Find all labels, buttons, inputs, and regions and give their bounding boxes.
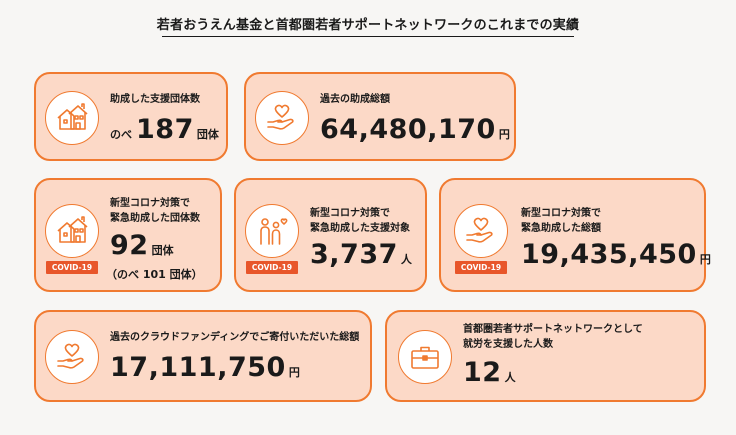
stat-value-row: 17,111,750 円 (110, 352, 300, 383)
hand-heart-icon (45, 330, 99, 384)
stat-sub-note: （のべ 101 団体） (106, 268, 203, 281)
covid-badge: COVID-19 (46, 261, 98, 274)
stat-value-row: 19,435,450 円 (521, 239, 711, 270)
stat-card-total-grants: 過去の助成総額 64,480,170 円 (244, 72, 516, 161)
stat-value-row: 12 人 (463, 357, 516, 388)
stat-unit: 人 (400, 253, 412, 266)
hand-heart-icon (255, 91, 309, 145)
hand-heart-icon (454, 204, 508, 258)
stat-value: 19,435,450 (521, 239, 697, 270)
stat-label: 新型コロナ対策で 緊急助成した団体数 (110, 198, 200, 224)
stat-card-covid-orgs: COVID-19 新型コロナ対策で 緊急助成した団体数 92 団体 （のべ 101 … (34, 178, 222, 292)
stat-label: 首都圏若者サポートネットワークとして 就労を支援した人数 (463, 324, 643, 350)
stat-unit: 団体 (196, 128, 219, 141)
stat-card-crowdfunding: 過去のクラウドファンディングでご寄付いただいた総額 17,111,750 円 (34, 310, 372, 402)
stat-unit: 団体 (151, 244, 174, 257)
stat-value-row: のべ 187 団体 (110, 114, 219, 145)
stat-card-covid-people: COVID-19 新型コロナ対策で 緊急助成した支援対象 3,737 人 (234, 178, 427, 292)
stat-card-covid-total: COVID-19 新型コロナ対策で 緊急助成した総額 19,435,450 円 (439, 178, 711, 292)
title-underline (162, 36, 574, 37)
stat-value: 64,480,170 (320, 114, 496, 145)
stat-value: 3,737 (310, 239, 398, 270)
page-title: 若者おうえん基金と首都圏若者サポートネットワークのこれまでの実績 (156, 18, 580, 33)
stat-label: 過去の助成総額 (320, 94, 390, 105)
stat-value: 92 (110, 230, 149, 261)
stat-value: 12 (463, 357, 502, 388)
stat-value: 187 (136, 114, 194, 145)
stat-card-supported-orgs: 助成した支援団体数 のべ 187 団体 (34, 72, 228, 161)
stat-label: 助成した支援団体数 (110, 94, 200, 105)
stat-label: 過去のクラウドファンディングでご寄付いただいた総額 (110, 332, 360, 343)
stat-label: 新型コロナ対策で 緊急助成した総額 (521, 208, 601, 234)
stat-unit: 人 (504, 371, 516, 384)
stat-value-row: 3,737 人 (310, 239, 412, 270)
stat-unit: 円 (498, 128, 510, 141)
stat-unit: 円 (288, 366, 300, 379)
stat-card-employment: 首都圏若者サポートネットワークとして 就労を支援した人数 12 人 (385, 310, 706, 402)
stat-unit: 円 (699, 253, 711, 266)
covid-badge: COVID-19 (455, 261, 507, 274)
people-heart-icon (245, 204, 299, 258)
stat-value: 17,111,750 (110, 352, 286, 383)
briefcase-icon (398, 330, 452, 384)
stat-label: 新型コロナ対策で 緊急助成した支援対象 (310, 208, 410, 234)
stat-value-row: 64,480,170 円 (320, 114, 510, 145)
house-icon (45, 204, 99, 258)
house-icon (45, 91, 99, 145)
stat-prefix: のべ (110, 128, 132, 141)
stat-value-row: 92 団体 (110, 230, 174, 261)
covid-badge: COVID-19 (246, 261, 298, 274)
